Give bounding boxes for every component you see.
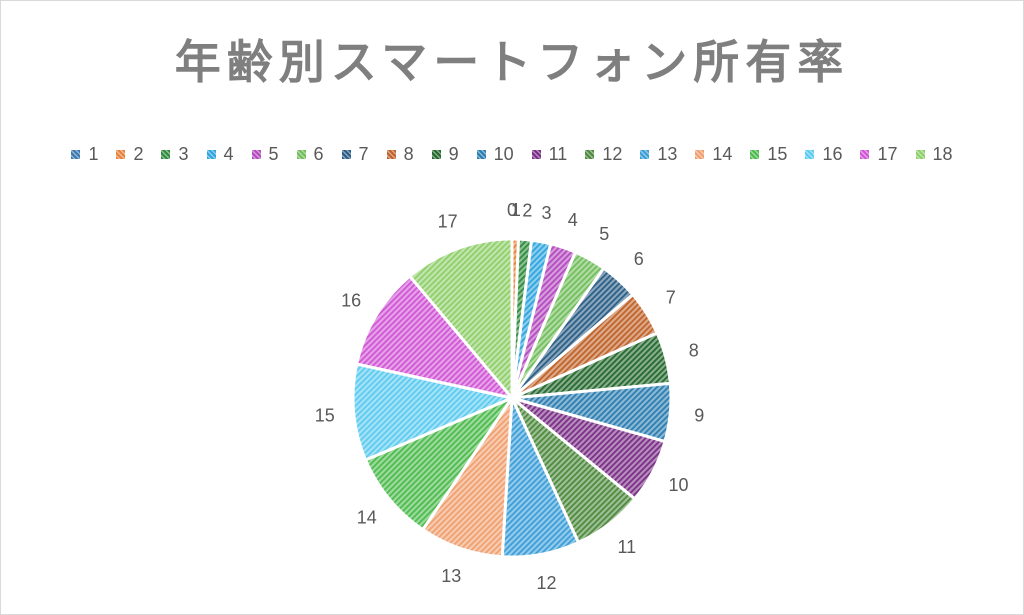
pie-slices xyxy=(351,237,673,559)
data-label-2: 1 xyxy=(511,200,521,220)
data-label-4: 3 xyxy=(541,203,551,223)
data-label-8: 7 xyxy=(666,287,676,307)
legend-item-12: 12 xyxy=(585,144,622,165)
data-label-15: 14 xyxy=(357,507,377,527)
data-label-6: 5 xyxy=(599,224,609,244)
legend-marker xyxy=(116,149,126,159)
legend-item-16: 16 xyxy=(805,144,842,165)
legend-label: 17 xyxy=(877,143,898,164)
legend-label: 13 xyxy=(657,143,678,164)
legend-marker xyxy=(585,149,595,159)
data-label-18: 17 xyxy=(438,211,458,231)
legend-marker xyxy=(860,149,870,159)
pie-slice-18 xyxy=(408,237,514,400)
data-label-17: 16 xyxy=(341,291,361,311)
pie-slice-14 xyxy=(421,396,514,559)
legend-item-4: 4 xyxy=(206,143,234,165)
legend-item-15: 15 xyxy=(750,144,787,165)
legend-label: 9 xyxy=(448,143,459,164)
legend-label: 11 xyxy=(548,143,568,164)
pie-slice-16 xyxy=(351,362,514,462)
legend-marker xyxy=(531,149,541,159)
data-label-10: 9 xyxy=(694,405,704,425)
legend-item-2: 2 xyxy=(116,144,143,165)
data-label-13: 12 xyxy=(536,573,556,593)
legend-item-5: 5 xyxy=(251,143,279,165)
legend-item-10: 10 xyxy=(476,143,514,165)
pie-slice-17 xyxy=(355,274,514,400)
legend-label: 1 xyxy=(88,143,99,164)
legend-marker xyxy=(915,149,925,159)
legend-item-13: 13 xyxy=(640,144,677,165)
legend-item-7: 7 xyxy=(341,143,369,165)
legend-label: 18 xyxy=(932,143,953,164)
legend-marker xyxy=(431,149,441,159)
legend-label: 14 xyxy=(712,143,733,164)
legend-item-3: 3 xyxy=(161,143,189,165)
legend-marker xyxy=(296,149,306,159)
data-label-7: 6 xyxy=(634,249,644,269)
data-label-12: 11 xyxy=(617,537,636,557)
legend-marker xyxy=(341,149,351,159)
data-label-3: 2 xyxy=(522,201,532,221)
pie-slice-15 xyxy=(364,396,514,532)
data-label-9: 8 xyxy=(689,340,699,360)
legend-label: 3 xyxy=(178,143,189,164)
data-label-16: 15 xyxy=(315,405,335,425)
chart-title: 年齢別スマートフォン所有率 xyxy=(174,36,850,88)
legend-marker xyxy=(640,149,650,159)
legend-item-1: 1 xyxy=(71,144,98,165)
legend-label: 16 xyxy=(822,143,843,164)
legend-marker xyxy=(386,149,396,159)
legend-item-11: 11 xyxy=(531,143,568,165)
legend-marker xyxy=(750,149,760,159)
data-label-14: 13 xyxy=(441,566,461,586)
legend-label: 6 xyxy=(313,143,324,164)
data-label-5: 4 xyxy=(568,210,578,230)
legend-item-8: 8 xyxy=(386,143,414,165)
legend-marker xyxy=(251,149,261,159)
legend-item-14: 14 xyxy=(695,144,732,165)
legend-item-6: 6 xyxy=(296,143,324,165)
legend-marker xyxy=(161,149,171,159)
legend-marker xyxy=(805,149,815,159)
legend-label: 12 xyxy=(602,143,623,164)
legend-item-17: 17 xyxy=(860,143,898,165)
legend-label: 10 xyxy=(493,143,514,164)
data-label-1: 0 xyxy=(507,200,517,220)
legend-label: 15 xyxy=(767,143,788,164)
legend-marker xyxy=(476,149,486,159)
legend-label: 5 xyxy=(268,143,279,164)
legend-label: 7 xyxy=(358,143,369,164)
legend: 1 2 3 4 5 6 7 8 9 10 11 12 13 14 15 16 17 18 xyxy=(1,142,1023,166)
legend-marker xyxy=(695,149,705,159)
legend-label: 4 xyxy=(223,143,234,164)
legend-label: 8 xyxy=(403,143,414,164)
legend-item-9: 9 xyxy=(431,143,459,165)
legend-item-18: 18 xyxy=(915,143,953,165)
legend-label: 2 xyxy=(133,143,144,164)
legend-marker xyxy=(206,149,216,159)
legend-marker xyxy=(71,149,81,159)
data-label-11: 10 xyxy=(668,475,688,495)
